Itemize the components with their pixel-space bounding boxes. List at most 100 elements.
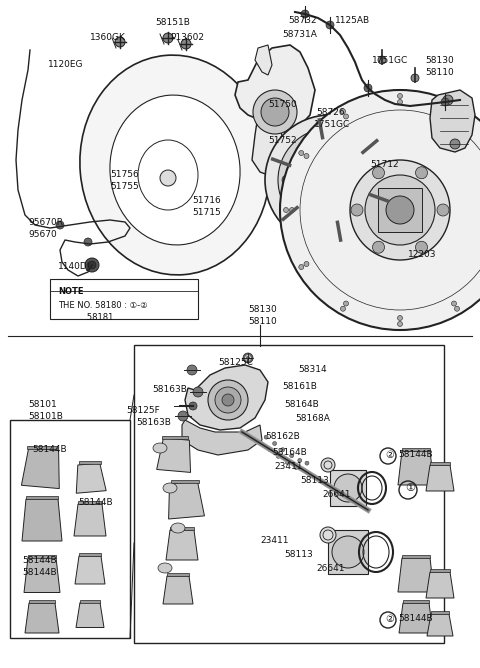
Polygon shape xyxy=(166,530,198,560)
Text: 58110: 58110 xyxy=(248,317,277,326)
Polygon shape xyxy=(76,603,104,627)
Text: 12203: 12203 xyxy=(408,250,436,259)
Polygon shape xyxy=(79,461,101,464)
Polygon shape xyxy=(76,463,106,493)
Circle shape xyxy=(301,10,309,18)
Text: 58163B: 58163B xyxy=(152,385,187,394)
Circle shape xyxy=(284,208,288,212)
Circle shape xyxy=(243,353,253,363)
Circle shape xyxy=(334,474,362,502)
Circle shape xyxy=(304,154,309,158)
Text: 1125AB: 1125AB xyxy=(335,16,370,25)
Polygon shape xyxy=(170,527,194,530)
Text: 58726: 58726 xyxy=(316,108,345,117)
Text: 1360GK: 1360GK xyxy=(90,33,126,42)
Polygon shape xyxy=(252,115,285,175)
Text: THE NO. 58180 : ①-②: THE NO. 58180 : ①-② xyxy=(58,301,148,310)
Circle shape xyxy=(295,145,365,215)
Circle shape xyxy=(397,321,403,327)
Text: ②: ② xyxy=(385,614,394,624)
Circle shape xyxy=(340,109,346,114)
Circle shape xyxy=(289,208,295,212)
Text: 58125C: 58125C xyxy=(218,358,253,367)
Text: 58181: 58181 xyxy=(58,313,113,322)
Circle shape xyxy=(85,258,99,272)
Polygon shape xyxy=(27,446,57,449)
Circle shape xyxy=(276,454,280,458)
Text: 58144B: 58144B xyxy=(78,498,113,507)
Text: 58144B: 58144B xyxy=(22,568,57,577)
Circle shape xyxy=(340,306,346,311)
Text: 51756: 51756 xyxy=(110,170,139,179)
Circle shape xyxy=(437,204,449,216)
Text: 95670R: 95670R xyxy=(28,218,63,227)
Circle shape xyxy=(178,411,188,421)
Polygon shape xyxy=(162,436,188,439)
Circle shape xyxy=(88,261,96,269)
Circle shape xyxy=(298,458,302,462)
Ellipse shape xyxy=(158,563,172,573)
Text: 58168A: 58168A xyxy=(295,414,330,423)
Circle shape xyxy=(303,138,313,148)
Circle shape xyxy=(163,33,173,43)
Circle shape xyxy=(368,175,378,185)
Text: 58732: 58732 xyxy=(288,16,317,25)
Circle shape xyxy=(222,394,234,406)
Circle shape xyxy=(378,56,386,64)
Circle shape xyxy=(299,265,304,269)
Circle shape xyxy=(386,196,414,224)
Circle shape xyxy=(208,380,248,420)
Circle shape xyxy=(265,115,395,245)
Text: P13602: P13602 xyxy=(170,33,204,42)
Polygon shape xyxy=(26,496,58,499)
Circle shape xyxy=(303,212,313,222)
Polygon shape xyxy=(427,614,453,636)
Polygon shape xyxy=(167,573,189,576)
Circle shape xyxy=(181,39,191,49)
Circle shape xyxy=(294,466,298,470)
Circle shape xyxy=(452,114,456,119)
Text: 58101B: 58101B xyxy=(28,412,63,421)
Text: 58164B: 58164B xyxy=(272,448,307,457)
Circle shape xyxy=(278,128,382,232)
Circle shape xyxy=(364,84,372,92)
Circle shape xyxy=(455,306,459,311)
Circle shape xyxy=(365,175,435,245)
Circle shape xyxy=(280,90,480,330)
Polygon shape xyxy=(431,611,449,614)
Text: 51712: 51712 xyxy=(370,160,398,169)
Text: 1751GC: 1751GC xyxy=(372,56,408,65)
Text: 58144B: 58144B xyxy=(22,556,57,565)
Circle shape xyxy=(187,365,197,375)
Circle shape xyxy=(299,150,304,156)
Circle shape xyxy=(282,175,292,185)
Ellipse shape xyxy=(80,55,270,275)
Polygon shape xyxy=(430,462,450,465)
Text: 1120EG: 1120EG xyxy=(48,60,84,69)
Circle shape xyxy=(397,94,403,98)
Circle shape xyxy=(344,301,348,306)
Circle shape xyxy=(321,458,335,472)
Circle shape xyxy=(312,162,348,198)
Text: 58163B: 58163B xyxy=(136,418,171,427)
Circle shape xyxy=(267,448,271,452)
Polygon shape xyxy=(426,572,454,598)
Polygon shape xyxy=(163,576,193,604)
Polygon shape xyxy=(402,448,430,451)
Text: 26641: 26641 xyxy=(316,564,345,573)
Bar xyxy=(50,279,198,319)
Text: 95670: 95670 xyxy=(28,230,57,239)
Ellipse shape xyxy=(153,443,167,453)
Polygon shape xyxy=(80,599,100,603)
Text: 58113: 58113 xyxy=(284,550,313,559)
Circle shape xyxy=(285,460,289,464)
Circle shape xyxy=(304,261,309,267)
Polygon shape xyxy=(156,438,191,472)
Circle shape xyxy=(290,454,294,458)
Polygon shape xyxy=(402,555,430,558)
Text: 58113: 58113 xyxy=(300,476,329,485)
Polygon shape xyxy=(29,600,55,603)
Polygon shape xyxy=(398,451,434,485)
Text: 23411: 23411 xyxy=(274,462,302,471)
Circle shape xyxy=(416,241,428,253)
